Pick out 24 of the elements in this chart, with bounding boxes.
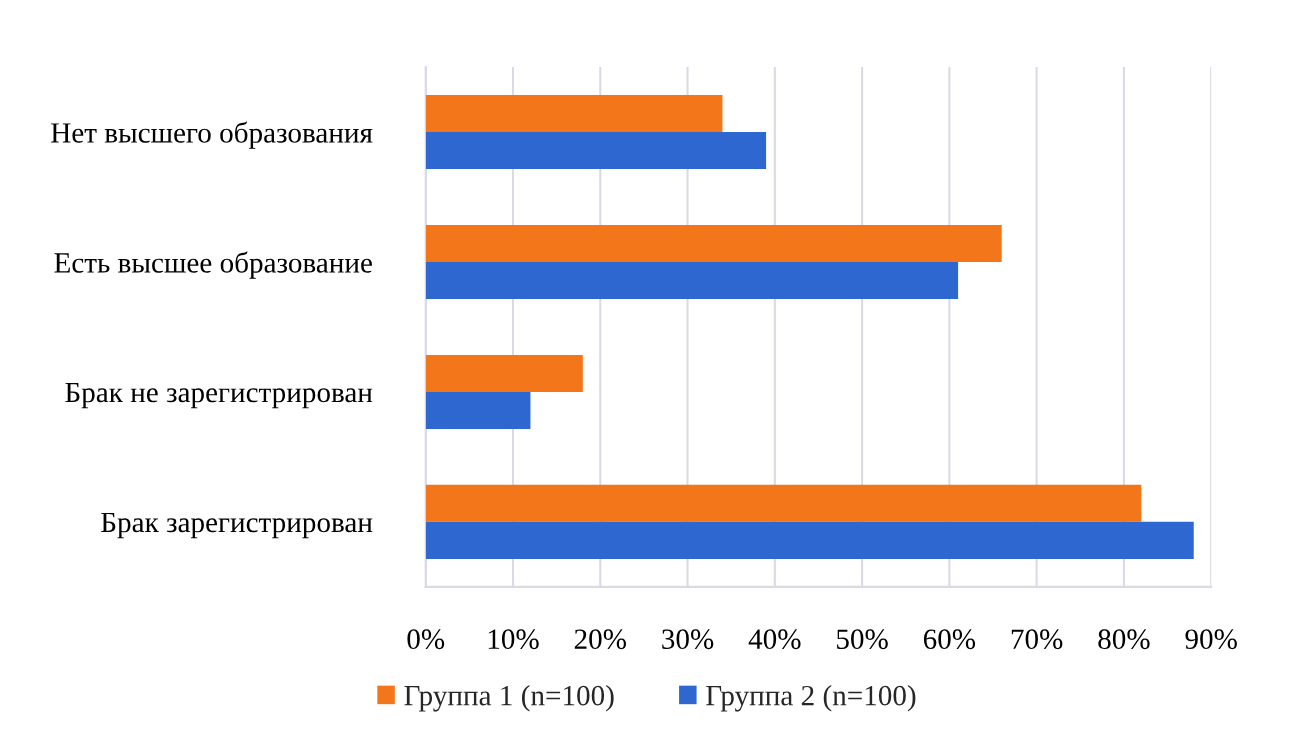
x-tick-label: 50% xyxy=(837,629,888,650)
x-tick-label: 0% xyxy=(407,629,445,650)
bar xyxy=(425,521,1194,559)
bar xyxy=(425,484,1142,522)
bar xyxy=(425,391,531,429)
y-tick-label: Есть высшее образование xyxy=(54,251,372,279)
legend-label: Группа 1 (n=100) xyxy=(404,684,614,712)
bar xyxy=(425,95,723,133)
bar xyxy=(425,261,959,300)
x-tick-label: 10% xyxy=(488,629,539,650)
legend-label: Группа 2 (n=100) xyxy=(706,684,916,712)
x-tick-label: 70% xyxy=(1011,629,1063,650)
bar xyxy=(425,224,1002,262)
x-tick-label: 80% xyxy=(1098,629,1150,650)
bar xyxy=(425,354,583,392)
y-tick-label: Брак зарегистрирован xyxy=(101,512,373,539)
x-tick-label: 20% xyxy=(574,629,627,650)
x-tick-label: 60% xyxy=(923,629,976,650)
x-tick-label: 90% xyxy=(1185,629,1237,650)
y-tick-label: Нет высшего образования xyxy=(51,121,373,149)
x-tick-label: 30% xyxy=(662,629,714,650)
bar xyxy=(425,132,767,170)
x-tick-label: 40% xyxy=(748,629,801,650)
y-tick-label: Брак не зарегистрирован xyxy=(65,382,373,409)
